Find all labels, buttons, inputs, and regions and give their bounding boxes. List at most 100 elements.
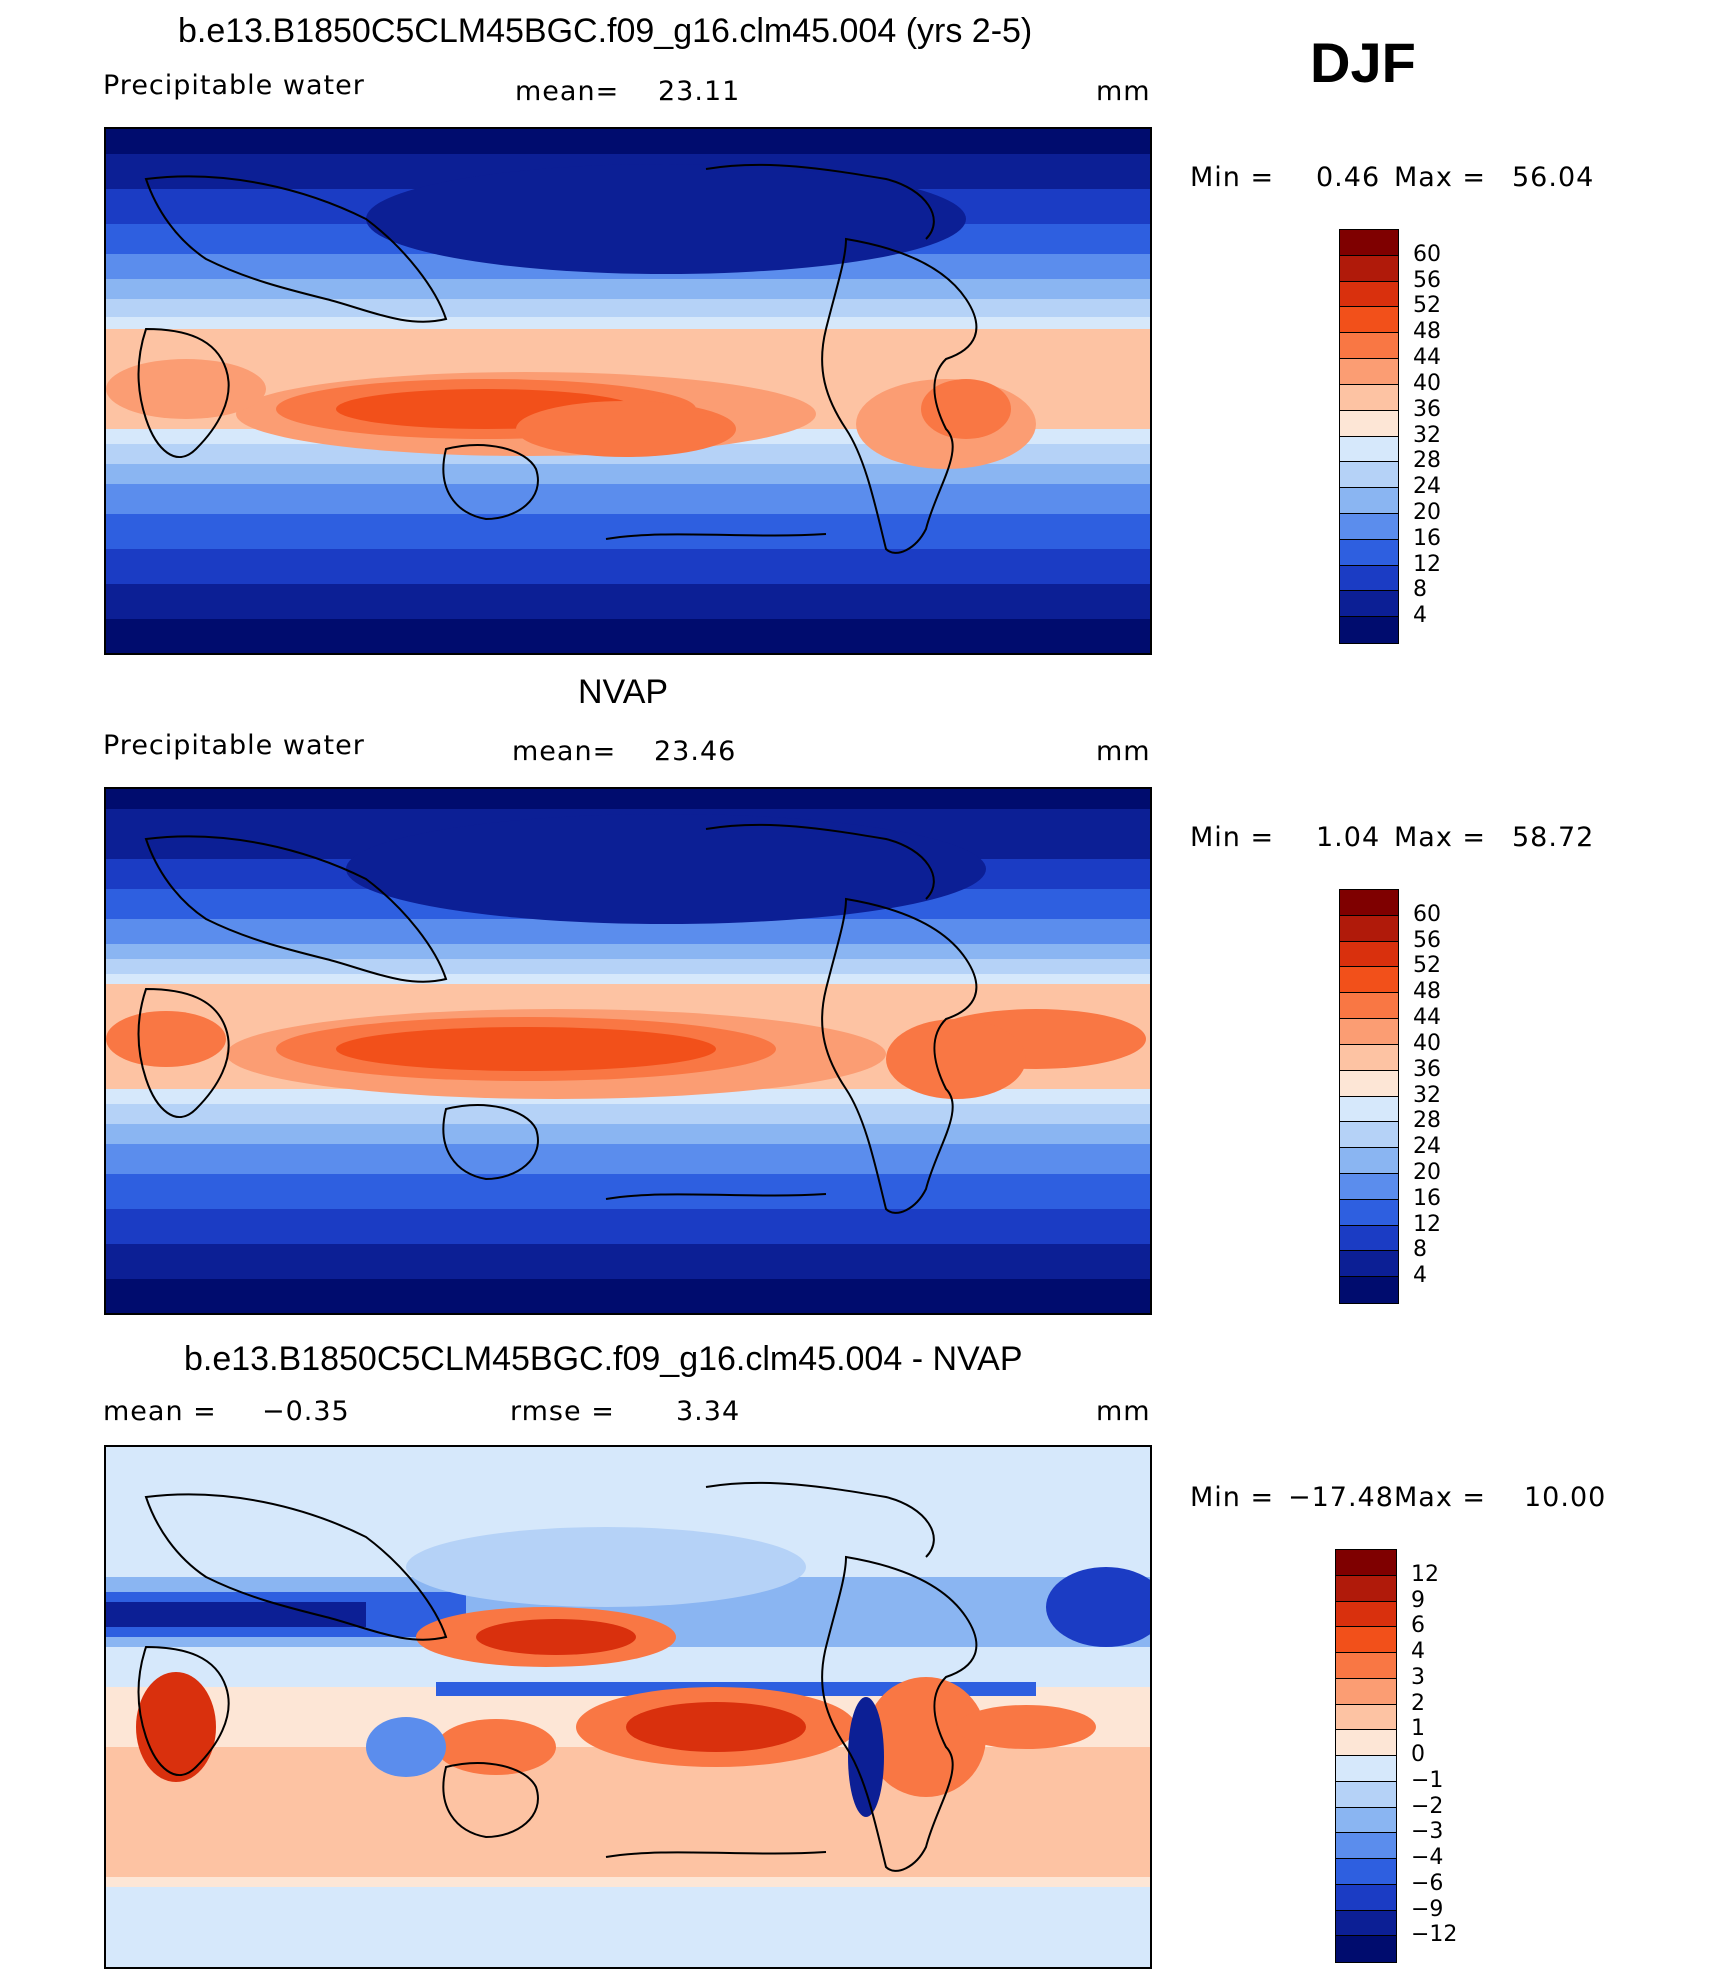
panel1-colorbar-tick-label: 56	[1413, 267, 1441, 293]
panel2-colorbar-swatch	[1340, 890, 1398, 916]
panel2-colorbar-swatch	[1340, 1277, 1398, 1303]
panel3-colorbar-swatch	[1336, 1575, 1396, 1602]
panel1-colorbar-tick-label: 32	[1413, 422, 1441, 448]
panel3-colorbar-tick-label: 0	[1411, 1742, 1425, 1767]
panel2-map	[104, 787, 1152, 1315]
panel3-colorbar-tick-label: 12	[1411, 1561, 1439, 1587]
panel2-colorbar-tick-label: 52	[1413, 953, 1441, 979]
panel3-colorbar-tick-label: −2	[1411, 1793, 1444, 1819]
panel2-min-label: Min =	[1190, 822, 1275, 853]
panel2-colorbar-tick-label: 36	[1413, 1056, 1441, 1082]
panel1-colorbar-swatch	[1340, 462, 1398, 489]
panel3-colorbar-swatch	[1336, 1730, 1396, 1756]
panel3-colorbar-tick-label: −12	[1411, 1922, 1458, 1948]
panel1-colorbar-swatch	[1340, 410, 1398, 437]
panel1-colorbar-tick-label: 20	[1413, 499, 1441, 525]
panel3-colorbar-tick-label: 4	[1411, 1639, 1425, 1664]
panel3-rmse-value: 3.34	[676, 1396, 741, 1427]
panel2-colorbar-tick-label: 8	[1413, 1237, 1427, 1263]
panel1-min-value: 0.46	[1316, 162, 1381, 193]
panel1-colorbar-swatch	[1340, 488, 1398, 514]
panel2-variable-label: Precipitable water	[103, 730, 365, 761]
panel1-colorbar-tick-label: 24	[1413, 474, 1441, 500]
panel2-colorbar-tick-label: 44	[1413, 1005, 1441, 1031]
panel3-colorbar-swatch	[1336, 1884, 1396, 1911]
season-label: DJF	[1310, 31, 1416, 94]
panel3-colorbar-tick-label: 1	[1411, 1716, 1425, 1742]
panel1-colorbar-tick-label: 4	[1413, 603, 1427, 629]
panel2-colorbar-swatch	[1340, 915, 1398, 942]
panel2-min-value: 1.04	[1316, 822, 1381, 853]
panel2-colorbar	[1339, 889, 1399, 1304]
panel3-colorbar-swatch	[1336, 1833, 1396, 1859]
panel1-colorbar-tick-label: 52	[1413, 293, 1441, 319]
panel3-colorbar-tick-label: −9	[1411, 1896, 1444, 1922]
panel2-title: NVAP	[578, 673, 669, 711]
panel2-max-label: Max =	[1394, 822, 1487, 853]
panel2-colorbar-swatch	[1340, 1044, 1398, 1071]
panel3-colorbar-swatch	[1336, 1910, 1396, 1937]
panel1-colorbar	[1339, 229, 1399, 644]
panel2-colorbar-swatch	[1340, 1148, 1398, 1174]
panel3-colorbar-tick-label: −6	[1411, 1870, 1444, 1896]
panel2-colorbar-swatch	[1340, 1199, 1398, 1226]
panel3-colorbar-tick-label: −4	[1411, 1845, 1444, 1870]
panel1-max-value: 56.04	[1512, 162, 1595, 193]
panel2-colorbar-swatch	[1340, 941, 1398, 968]
panel1-colorbar-swatch	[1340, 384, 1398, 411]
panel2-colorbar-swatch	[1340, 1070, 1398, 1097]
panel1-colorbar-tick-label: 8	[1413, 577, 1427, 603]
panel1-mean-label: mean=	[515, 76, 620, 107]
panel1-colorbar-tick-label: 48	[1413, 319, 1441, 345]
panel3-min-label: Min =	[1190, 1482, 1275, 1513]
panel2-max-value: 58.72	[1512, 822, 1595, 853]
panel1-colorbar-swatch	[1340, 359, 1398, 385]
panel1-colorbar-tick-label: 36	[1413, 396, 1441, 422]
panel3-colorbar	[1335, 1549, 1397, 1963]
panel1-colorbar-swatch	[1340, 436, 1398, 463]
panel2-colorbar-swatch	[1340, 1251, 1398, 1278]
panel1-colorbar-swatch	[1340, 617, 1398, 643]
panel2-colorbar-swatch	[1340, 1173, 1398, 1200]
panel2-colorbar-tick-label: 4	[1413, 1263, 1427, 1289]
panel3-colorbar-tick-label: −1	[1411, 1767, 1444, 1793]
panel2-colorbar-tick-label: 40	[1413, 1030, 1441, 1056]
panel3-colorbar-swatch	[1336, 1653, 1396, 1679]
panel1-colorbar-swatch	[1340, 513, 1398, 540]
panel3-colorbar-tick-label: 2	[1411, 1690, 1425, 1716]
panel1-colorbar-swatch	[1340, 539, 1398, 566]
panel2-colorbar-swatch	[1340, 1122, 1398, 1149]
panel1-title: b.e13.B1850C5CLM45BGC.f09_g16.clm45.004 …	[178, 12, 1033, 50]
panel1-max-label: Max =	[1394, 162, 1487, 193]
panel3-unit: mm	[1096, 1396, 1151, 1427]
panel2-colorbar-tick-label: 32	[1413, 1082, 1441, 1108]
panel2-mean-value: 23.46	[654, 736, 737, 767]
panel1-colorbar-swatch	[1340, 230, 1398, 256]
panel1-colorbar-swatch	[1340, 281, 1398, 308]
panel2-colorbar-tick-label: 48	[1413, 979, 1441, 1005]
panel2-colorbar-swatch	[1340, 967, 1398, 994]
panel1-colorbar-swatch	[1340, 255, 1398, 282]
panel2-colorbar-tick-label: 28	[1413, 1108, 1441, 1134]
panel1-colorbar-swatch	[1340, 333, 1398, 360]
panel3-max-label: Max =	[1394, 1482, 1487, 1513]
panel1-variable-label: Precipitable water	[103, 70, 365, 101]
panel3-colorbar-tick-label: −3	[1411, 1819, 1444, 1845]
panel2-colorbar-swatch	[1340, 1096, 1398, 1123]
panel3-mean-label: mean =	[103, 1396, 217, 1427]
panel1-colorbar-tick-label: 12	[1413, 551, 1441, 577]
panel2-colorbar-tick-label: 60	[1413, 901, 1441, 927]
panel3-colorbar-tick-label: 3	[1411, 1664, 1425, 1690]
panel2-colorbar-tick-label: 20	[1413, 1159, 1441, 1185]
panel3-colorbar-swatch	[1336, 1601, 1396, 1628]
panel3-colorbar-swatch	[1336, 1678, 1396, 1705]
panel1-mean-value: 23.11	[658, 76, 741, 107]
panel1-colorbar-tick-label: 44	[1413, 345, 1441, 371]
panel1-map	[104, 127, 1152, 655]
panel2-colorbar-swatch	[1340, 1019, 1398, 1045]
panel3-colorbar-swatch	[1336, 1859, 1396, 1885]
panel3-colorbar-swatch	[1336, 1936, 1396, 1962]
panel1-colorbar-tick-label: 28	[1413, 448, 1441, 474]
panel1-colorbar-swatch	[1340, 307, 1398, 334]
panel3-min-value: −17.48	[1288, 1482, 1394, 1513]
